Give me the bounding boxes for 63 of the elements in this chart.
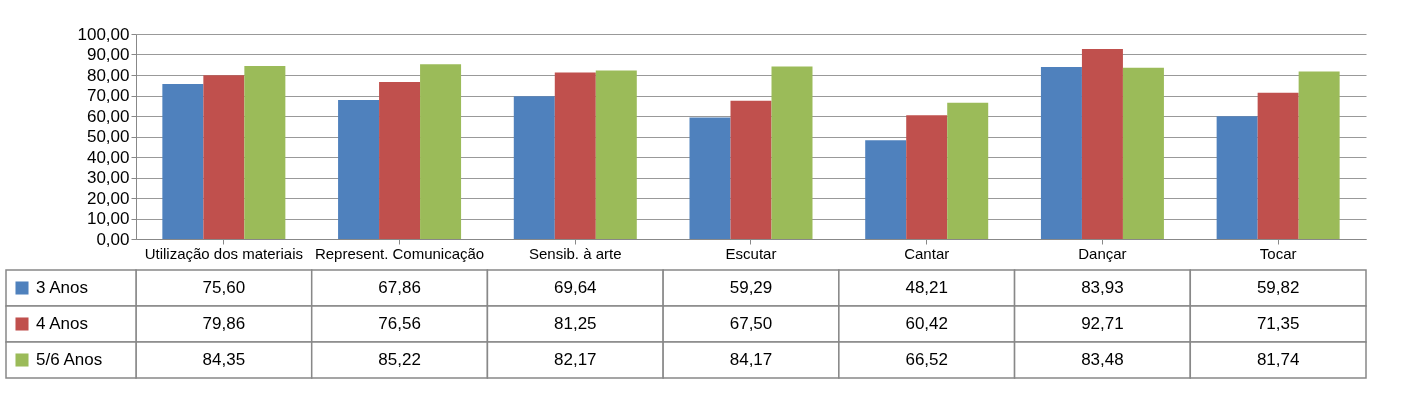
bar	[203, 75, 245, 239]
x-tick-label: Represent. Comunicação	[314, 244, 485, 262]
bar	[1257, 92, 1299, 239]
data-label: 59,82	[1256, 278, 1300, 297]
y-tick-label: 20,00	[86, 188, 130, 208]
legend-label: 3 Anos	[36, 278, 88, 297]
bar	[771, 66, 813, 239]
data-label: 59,29	[729, 278, 773, 297]
data-label: 66,52	[905, 350, 948, 369]
bar	[595, 70, 637, 239]
data-label: 82,17	[554, 350, 597, 369]
bar	[1122, 67, 1164, 239]
data-label: 71,35	[1256, 314, 1300, 333]
y-tick-label: 30,00	[86, 168, 130, 187]
data-label: 67,86	[378, 278, 421, 297]
data-label: 69,64	[554, 278, 597, 297]
bar	[554, 72, 596, 239]
data-label: 81,25	[554, 314, 597, 333]
data-label: 81,74	[1256, 350, 1300, 369]
y-tick-label: 10,00	[86, 209, 130, 228]
data-label: 92,71	[1081, 314, 1124, 333]
x-tick-label: Escutar	[725, 244, 777, 262]
data-label: 76,56	[378, 314, 421, 333]
x-tick-label: Utilização dos materiais	[144, 244, 304, 262]
bar	[947, 102, 989, 239]
x-tick-label: Dançar	[1078, 244, 1127, 262]
y-tick-label: 100,00	[77, 24, 130, 44]
bar	[1298, 71, 1340, 239]
y-tick-label: 90,00	[86, 45, 130, 64]
data-label: 60,42	[905, 314, 948, 333]
legend-label: 5/6 Anos	[36, 350, 103, 369]
y-tick-label: 0,00	[96, 229, 130, 249]
data-label: 84,17	[729, 350, 773, 369]
x-tick-label: Tocar	[1259, 244, 1297, 262]
x-tick-label: Cantar	[904, 244, 950, 262]
bar	[338, 99, 380, 239]
y-tick-label: 70,00	[86, 86, 130, 105]
bar	[379, 82, 421, 239]
y-tick-label: 80,00	[86, 65, 130, 85]
y-tick-label: 50,00	[86, 127, 130, 146]
bar	[1040, 66, 1082, 239]
y-tick-label: 40,00	[86, 147, 130, 167]
bar	[244, 66, 286, 239]
bar	[689, 117, 731, 239]
data-label: 75,60	[202, 278, 246, 297]
bar	[513, 96, 555, 239]
bar	[865, 140, 907, 239]
bar	[1216, 116, 1258, 239]
bar	[420, 64, 462, 239]
data-label: 84,35	[202, 350, 246, 369]
legend-label: 4 Anos	[36, 314, 88, 333]
bar	[730, 100, 772, 239]
data-label: 83,48	[1081, 350, 1124, 369]
x-tick-label: Sensib. à arte	[529, 244, 622, 262]
bar	[162, 84, 204, 239]
data-label: 85,22	[378, 350, 421, 369]
y-tick-label: 60,00	[86, 106, 130, 126]
data-label: 79,86	[202, 314, 246, 333]
data-label: 67,50	[729, 314, 773, 333]
data-label: 48,21	[905, 278, 948, 297]
bar	[906, 115, 948, 239]
bar	[1081, 48, 1123, 239]
data-label: 83,93	[1081, 278, 1124, 297]
